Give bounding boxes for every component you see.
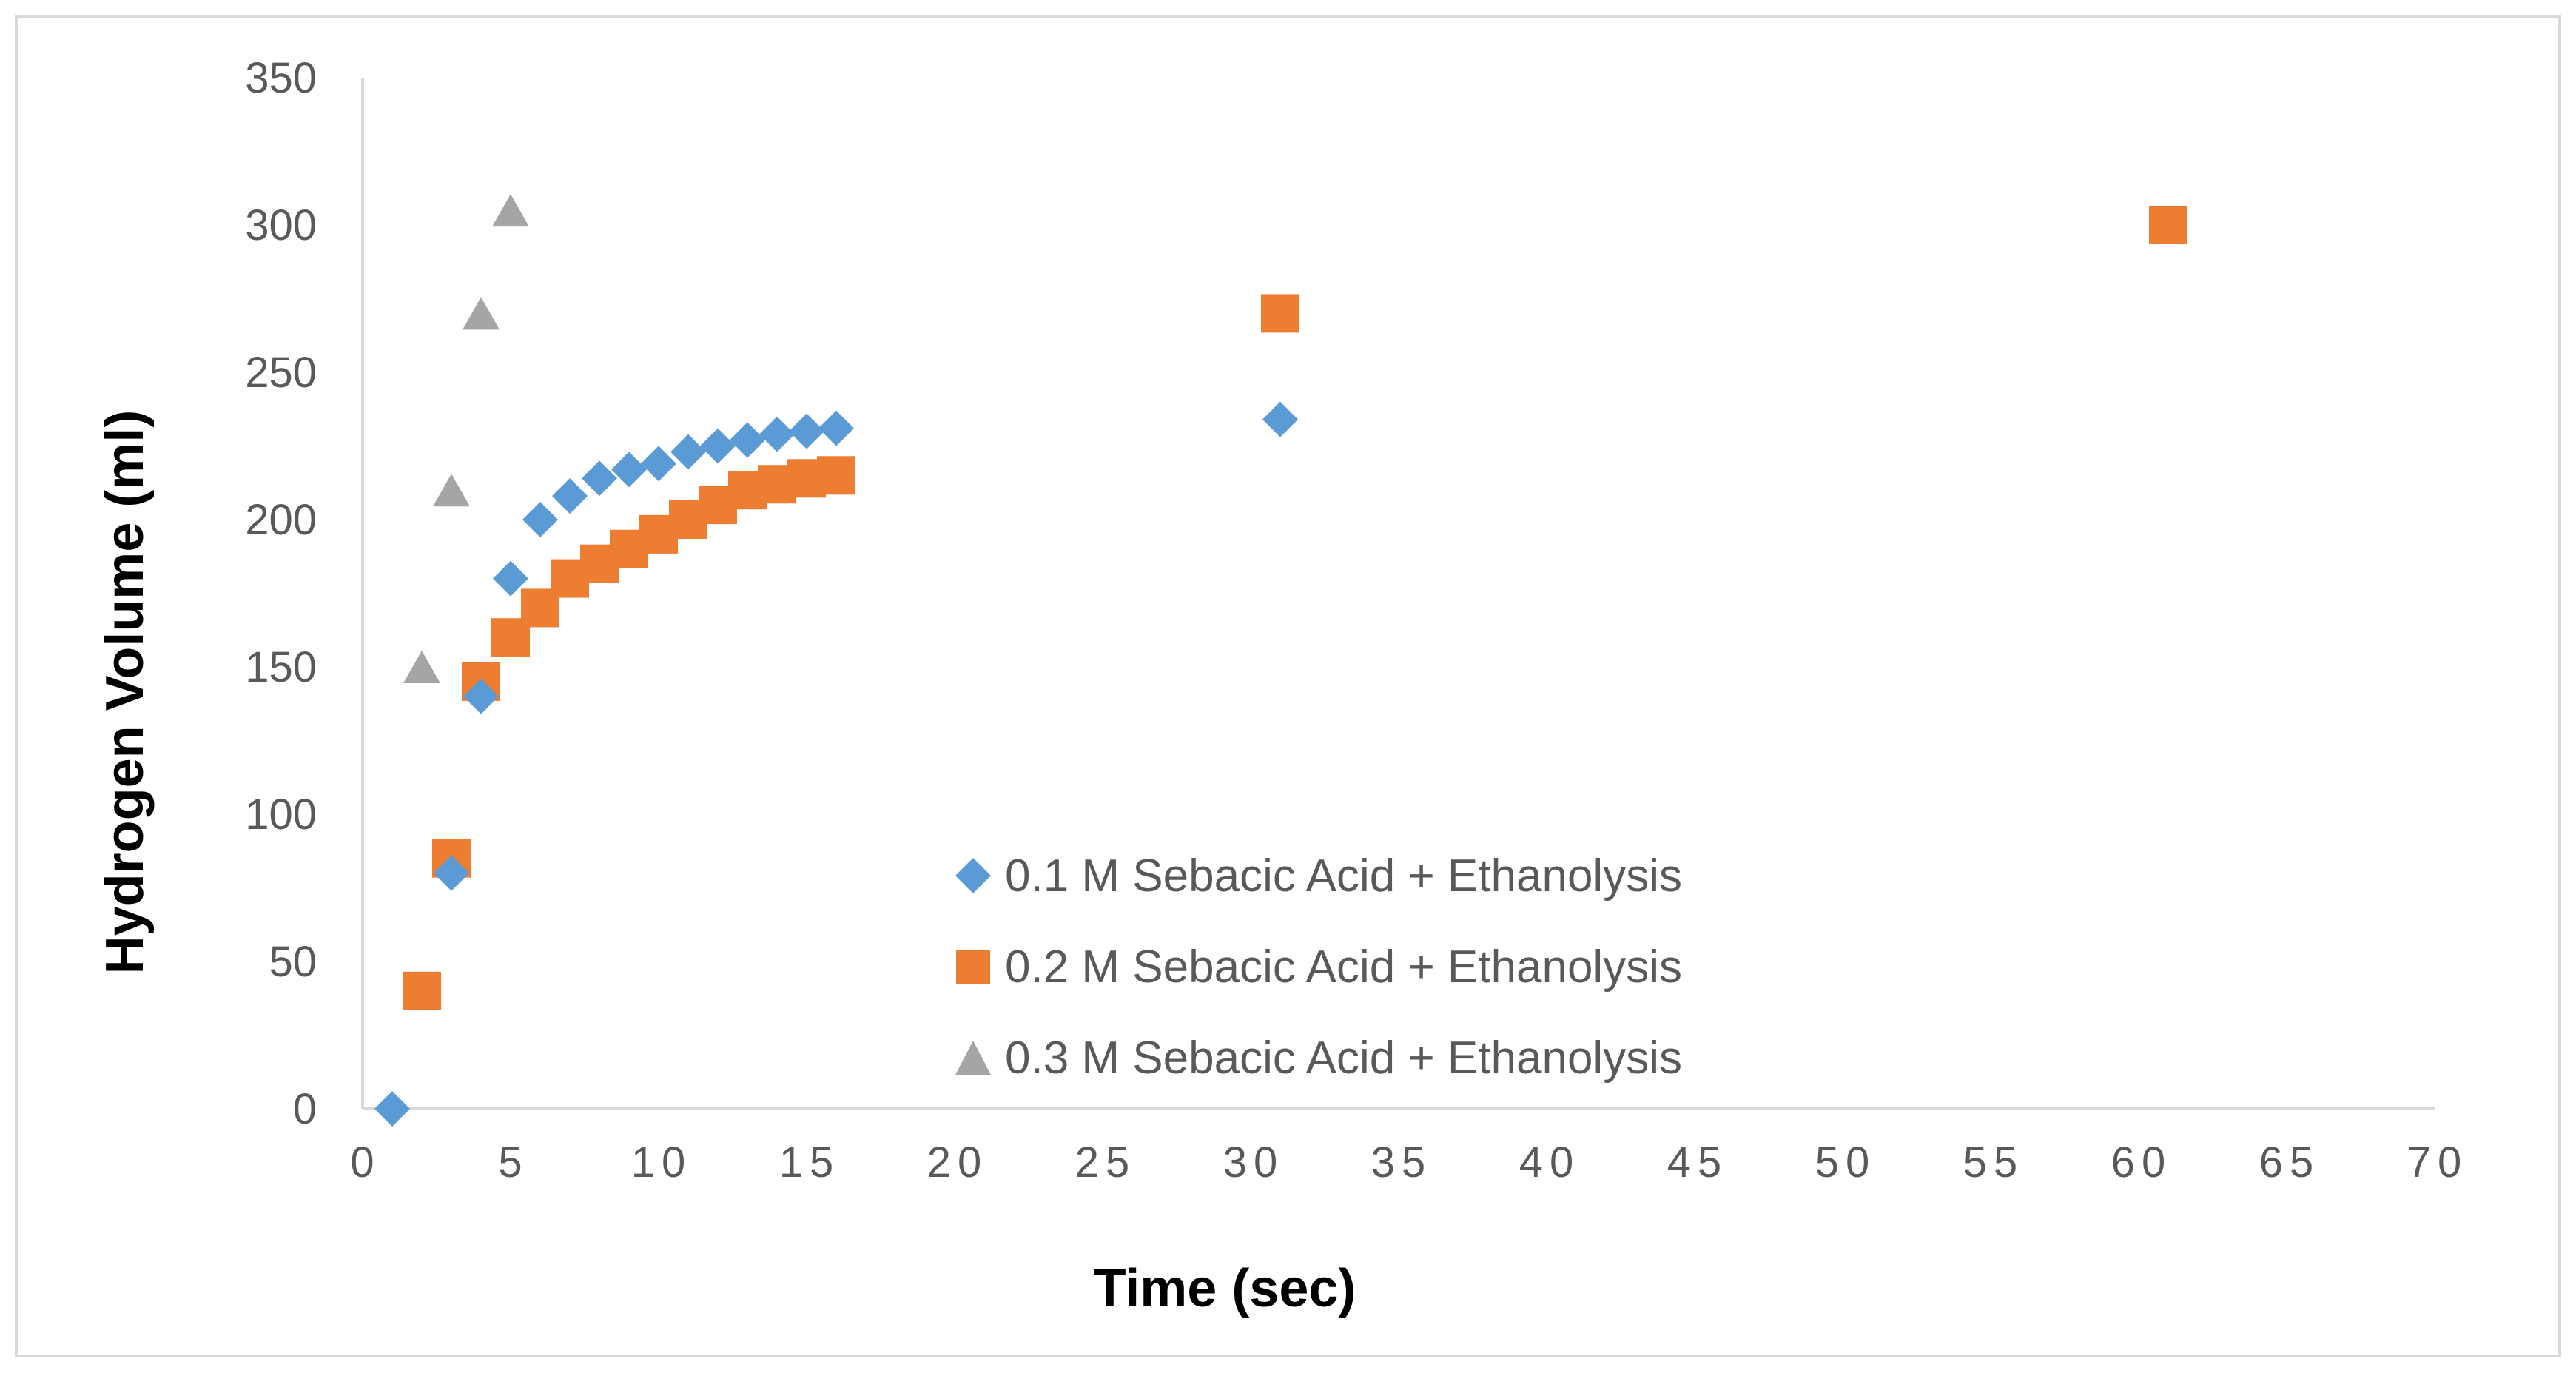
data-point-diamond	[818, 410, 854, 446]
x-tick-label: 25	[1075, 1138, 1137, 1187]
x-tick-label: 15	[779, 1138, 841, 1187]
data-point-diamond	[463, 678, 499, 714]
legend-label: 0.1 M Sebacic Acid + Ethanolysis	[1005, 850, 1682, 902]
legend-marker-diamond	[955, 858, 991, 893]
data-point-square	[2149, 206, 2187, 244]
y-tick-label: 350	[245, 54, 317, 102]
y-axis-title: Hydrogen Volume (ml)	[95, 410, 155, 975]
legend-marker-triangle	[955, 1041, 991, 1075]
data-point-triangle	[463, 297, 500, 330]
legend-item: 0.3 M Sebacic Acid + Ethanolysis	[955, 1033, 1682, 1084]
x-tick-label: 30	[1223, 1138, 1285, 1187]
data-point-diamond	[522, 502, 558, 537]
data-point-diamond	[1262, 401, 1298, 437]
data-point-diamond	[611, 452, 647, 488]
y-tick-label: 50	[269, 938, 317, 986]
y-tick-label: 300	[245, 201, 317, 249]
data-point-diamond	[670, 434, 706, 470]
data-point-square	[817, 456, 855, 495]
data-point-square	[1261, 294, 1299, 333]
data-point-diamond	[434, 855, 469, 891]
x-tick-label: 20	[927, 1138, 989, 1187]
x-tick-label: 55	[1963, 1138, 2025, 1187]
data-point-diamond	[374, 1091, 410, 1127]
x-tick-label: 70	[2407, 1138, 2469, 1187]
data-point-diamond	[789, 413, 824, 449]
x-tick-label: 10	[631, 1138, 693, 1187]
x-tick-label: 40	[1519, 1138, 1581, 1187]
data-point-diamond	[552, 478, 588, 514]
x-tick-label: 50	[1815, 1138, 1877, 1187]
series-diamond-points	[374, 401, 1298, 1127]
y-tick-label: 100	[245, 791, 317, 839]
axes: 0 50 100 150 200 250 300 350 0 5 10 15 20 25 30 35 40 45 5…	[245, 54, 2469, 1187]
x-tick-label: 60	[2111, 1138, 2173, 1187]
x-tick-label: 5	[498, 1138, 528, 1187]
chart-border	[15, 15, 2561, 1357]
y-tick-label: 150	[245, 643, 317, 691]
legend-label: 0.3 M Sebacic Acid + Ethanolysis	[1005, 1033, 1682, 1084]
data-point-diamond	[582, 460, 617, 497]
data-point-triangle	[492, 194, 529, 227]
data-point-diamond	[730, 422, 765, 458]
legend-marker-square	[956, 950, 990, 984]
data-point-triangle	[403, 651, 440, 683]
x-axis-title: Time (sec)	[1094, 1259, 1356, 1318]
data-point-diamond	[641, 446, 676, 482]
data-points	[374, 194, 2187, 1127]
data-point-square	[403, 971, 441, 1010]
legend-item: 0.1 M Sebacic Acid + Ethanolysis	[955, 850, 1682, 902]
data-point-triangle	[433, 474, 470, 507]
series-triangle-points	[403, 194, 529, 683]
data-point-diamond	[759, 416, 795, 452]
x-tick-label: 0	[350, 1138, 380, 1187]
legend-label: 0.2 M Sebacic Acid + Ethanolysis	[1005, 942, 1682, 993]
legend: 0.1 M Sebacic Acid + Ethanolysis 0.2 M Se…	[955, 850, 1682, 1084]
y-tick-label: 200	[245, 496, 317, 544]
data-point-diamond	[493, 560, 528, 597]
legend-item: 0.2 M Sebacic Acid + Ethanolysis	[956, 942, 1682, 993]
x-tick-label: 65	[2259, 1138, 2321, 1187]
x-tick-label: 35	[1371, 1138, 1433, 1187]
y-tick-label: 250	[245, 349, 317, 397]
y-tick-label: 0	[293, 1085, 317, 1133]
data-point-diamond	[700, 428, 736, 464]
x-tick-label: 45	[1667, 1138, 1729, 1187]
